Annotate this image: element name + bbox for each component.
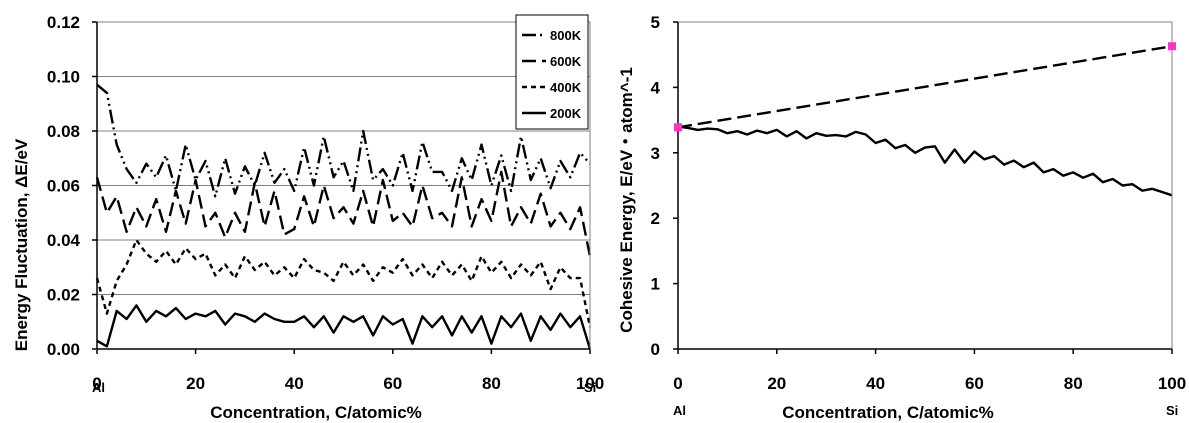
y-tick-label: 0.00 [47, 340, 80, 359]
y-tick-label: 4 [651, 78, 661, 97]
right-x-axis-label: Concentration, C/atomic% [782, 403, 994, 422]
x-tick-label: 100 [1158, 374, 1186, 393]
y-tick-label: 2 [651, 209, 660, 228]
x-tick-label: 40 [866, 374, 885, 393]
series-line-s0 [677, 125, 1173, 197]
legend-label: 200K [550, 106, 582, 121]
left-chart: 0.00 0.02 0.04 0.06 0.08 0.10 0.12 0 20 40 60 80 100… [12, 13, 604, 422]
right-chart: 0 1 2 3 4 5 0 20 40 60 80 100 Al Si Concentration, C/… [617, 13, 1186, 422]
endpoint-marker [674, 123, 682, 132]
endpoint-marker [1168, 42, 1176, 51]
plot-frame [677, 21, 1173, 350]
legend-label: 800K [550, 28, 582, 43]
series-line-200k [96, 304, 592, 350]
x-end-label: Al [92, 380, 105, 395]
x-end-label: Si [584, 380, 596, 395]
series-line-800k [96, 83, 591, 198]
y-tick-label: 3 [651, 144, 660, 163]
x-tick-label: 60 [965, 374, 984, 393]
legend-label: 600K [550, 54, 582, 69]
x-tick-label: 20 [767, 374, 786, 393]
left-y-axis-label: Energy Fluctuation, ΔE/eV [12, 138, 31, 351]
left-x-axis-label: Concentration, C/atomic% [210, 403, 422, 422]
y-tick-label: 0.12 [47, 13, 80, 32]
y-tick-label: 5 [651, 13, 660, 32]
x-tick-label: 100 [576, 374, 604, 393]
y-tick-label: 0.10 [47, 68, 80, 87]
y-tick-label: 1 [651, 275, 660, 294]
y-tick-label: 0.08 [47, 122, 80, 141]
x-tick-label: 80 [1064, 374, 1083, 393]
legend-label: 400K [550, 80, 582, 95]
x-end-label: Al [673, 403, 686, 418]
x-tick-label: 0 [92, 374, 101, 393]
x-end-label: Si [1166, 403, 1178, 418]
series-line-600k [95, 170, 592, 257]
x-tick-label: 20 [186, 374, 205, 393]
y-tick-label: 0.04 [47, 231, 81, 250]
series-line-400k [95, 238, 592, 328]
y-tick-label: 0.06 [47, 177, 80, 196]
x-tick-label: 80 [482, 374, 501, 393]
right-y-axis-label: Cohesive Energy, E/eV・atom^-1 [617, 67, 636, 333]
x-tick-label: 0 [673, 374, 682, 393]
x-tick-label: 60 [383, 374, 402, 393]
x-tick-label: 40 [285, 374, 304, 393]
y-tick-label: 0.02 [47, 286, 80, 305]
y-tick-label: 0 [651, 340, 660, 359]
series-line-s1 [677, 45, 1173, 129]
